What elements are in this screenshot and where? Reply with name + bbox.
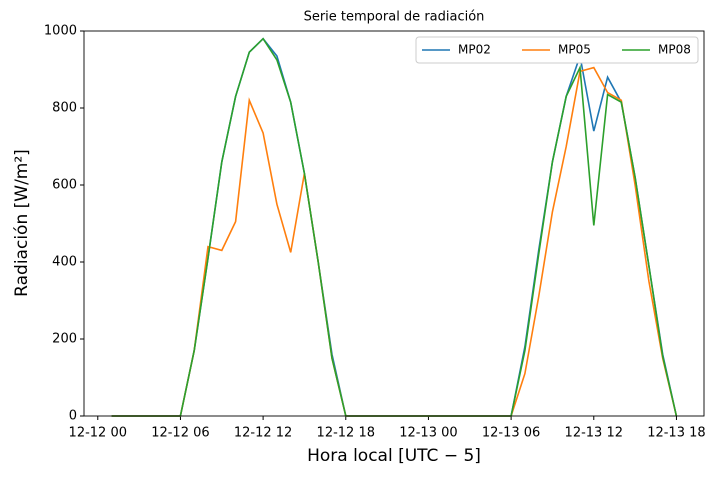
y-axis-label: Radiación [W/m²] (12, 149, 32, 297)
x-axis-label: Hora local [UTC − 5] (307, 446, 481, 466)
x-tick-label: 12-12 06 (151, 426, 209, 441)
series-line (111, 37, 678, 417)
x-tick-label: 12-13 00 (399, 426, 457, 441)
y-tick-label: 1000 (44, 24, 77, 39)
y-tick-label: 200 (52, 332, 77, 347)
x-tick-label: 12-12 18 (317, 426, 375, 441)
legend-label: MP02 (458, 43, 491, 57)
x-tick-label: 12-12 12 (234, 426, 292, 441)
x-tick-label: 12-13 12 (565, 426, 623, 441)
plot-frame (83, 30, 705, 417)
legend-box (415, 36, 699, 64)
legend-label: MP08 (658, 43, 691, 57)
x-tick-label: 12-13 18 (647, 426, 705, 441)
y-tick-label: 400 (52, 255, 77, 270)
y-tick-label: 600 (52, 178, 77, 193)
y-tick-label: 800 (52, 101, 77, 116)
x-tick-label: 12-12 00 (69, 426, 127, 441)
x-tick-label: 12-13 06 (482, 426, 540, 441)
chart-title: Serie temporal de radiación (304, 10, 485, 25)
series-line (111, 37, 678, 417)
legend-label: MP05 (558, 43, 591, 57)
y-tick-label: 0 (69, 409, 77, 424)
